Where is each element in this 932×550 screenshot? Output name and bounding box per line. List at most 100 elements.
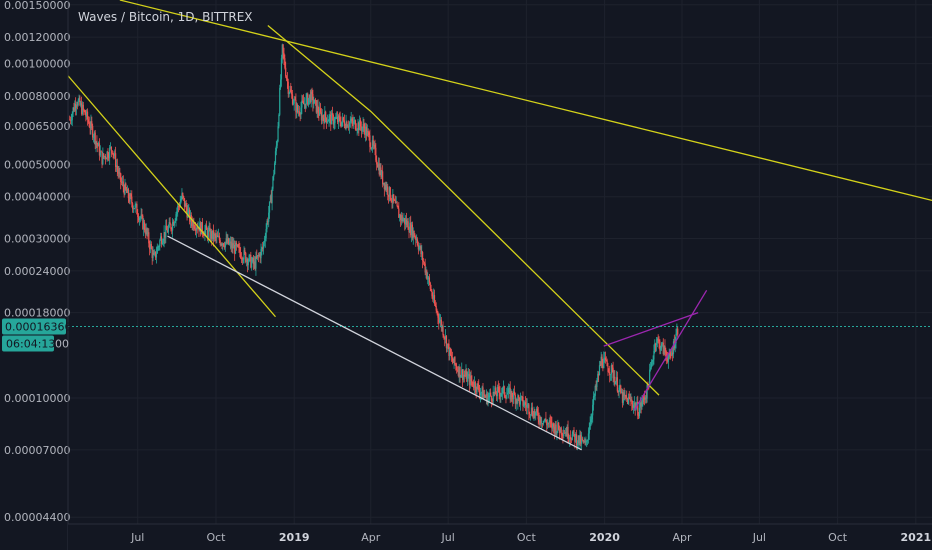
candle-body	[450, 355, 453, 358]
candle-body	[295, 99, 297, 113]
candle-body	[341, 121, 343, 127]
candle-body	[123, 187, 125, 195]
candle-body	[272, 176, 274, 189]
candles-layer	[69, 43, 679, 451]
candle-body	[199, 222, 201, 232]
candle-body	[469, 375, 471, 385]
candle-body	[416, 239, 419, 246]
candle-body	[617, 391, 619, 393]
candle-body	[519, 397, 522, 405]
candle-body	[290, 89, 292, 92]
trendline-channel-bottom[interactable]	[633, 289, 708, 411]
candle-body	[239, 246, 241, 253]
x-tick-label: 2020	[589, 531, 620, 544]
candle-body	[518, 397, 521, 405]
candle-body	[437, 311, 439, 318]
candle-body	[522, 396, 524, 406]
candle-body	[119, 172, 121, 174]
candle-body	[129, 194, 131, 202]
candle-body	[503, 386, 505, 396]
candle-body	[234, 245, 236, 254]
candle-body	[559, 427, 561, 433]
y-tick-label: 0.00050000	[4, 158, 70, 171]
candle-body	[370, 146, 372, 149]
candle-body	[618, 387, 620, 393]
candle-body	[168, 222, 170, 228]
candle-body	[495, 387, 497, 395]
candle-body	[659, 341, 661, 351]
candle-body	[481, 387, 483, 393]
candle-body	[79, 97, 81, 105]
candle-body	[561, 434, 563, 436]
candle-body	[612, 367, 614, 379]
candle-body	[480, 392, 482, 394]
candle-body	[420, 246, 422, 255]
candle-body	[535, 412, 537, 416]
trendline-second-down[interactable]	[267, 25, 660, 396]
candle-body	[636, 402, 638, 407]
y-axis-panel[interactable]	[0, 0, 68, 524]
candle-body	[652, 359, 654, 362]
candle-body	[238, 246, 240, 248]
candle-body	[89, 126, 91, 129]
candle-body	[88, 121, 90, 127]
candle-body	[155, 253, 158, 258]
candle-body	[302, 101, 305, 105]
candle-body	[456, 369, 459, 371]
candle-body	[250, 254, 252, 268]
candle-body	[251, 257, 254, 262]
candle-body	[318, 112, 320, 116]
candle-body	[334, 118, 336, 124]
candle-body	[92, 136, 95, 138]
trendline-first-down[interactable]	[67, 75, 276, 318]
trendline-upper-long[interactable]	[119, 0, 932, 202]
x-tick-label: Apr	[361, 531, 381, 544]
x-axis-panel[interactable]	[68, 524, 932, 550]
candle-body	[657, 338, 659, 341]
candle-body	[179, 201, 181, 207]
candle-body	[232, 243, 234, 249]
candle-body	[81, 103, 83, 114]
candle-body	[427, 277, 430, 279]
candle-body	[447, 343, 449, 345]
candle-body	[153, 252, 155, 255]
candle-body	[126, 189, 129, 193]
candle-body	[280, 58, 283, 80]
candle-body	[606, 360, 608, 367]
candle-body	[346, 121, 348, 128]
candle-body	[374, 145, 376, 148]
candle-body	[125, 183, 127, 190]
candle-body	[342, 117, 345, 121]
candle-body	[177, 206, 180, 207]
candle-body	[391, 201, 393, 203]
candle-body	[211, 231, 213, 239]
candle-body	[177, 206, 179, 212]
x-tick-label: 2019	[279, 531, 310, 544]
candle-body	[286, 78, 289, 82]
candle-body	[550, 421, 552, 423]
candle-body	[478, 384, 480, 391]
candle-body	[303, 103, 306, 105]
candle-body	[428, 277, 431, 283]
y-tick-label: 0.00040000	[4, 191, 70, 204]
candle-body	[675, 333, 677, 344]
trendline-channel-top[interactable]	[603, 312, 699, 347]
candle-body	[185, 203, 187, 209]
candle-body	[538, 419, 540, 423]
candle-body	[243, 250, 245, 260]
candle-body	[322, 115, 324, 119]
candle-body	[497, 386, 499, 388]
candle-body	[491, 400, 493, 402]
candle-body	[183, 198, 186, 207]
candle-body	[302, 100, 304, 102]
y-tick-label: 0.00018000	[4, 307, 70, 320]
candle-body	[380, 167, 382, 177]
candle-body	[672, 352, 674, 355]
candle-body	[456, 365, 458, 370]
candle-body	[563, 432, 565, 437]
trendline-support[interactable]	[167, 235, 582, 451]
candle-body	[598, 373, 600, 375]
candle-body	[615, 377, 618, 382]
candle-body	[517, 395, 519, 403]
